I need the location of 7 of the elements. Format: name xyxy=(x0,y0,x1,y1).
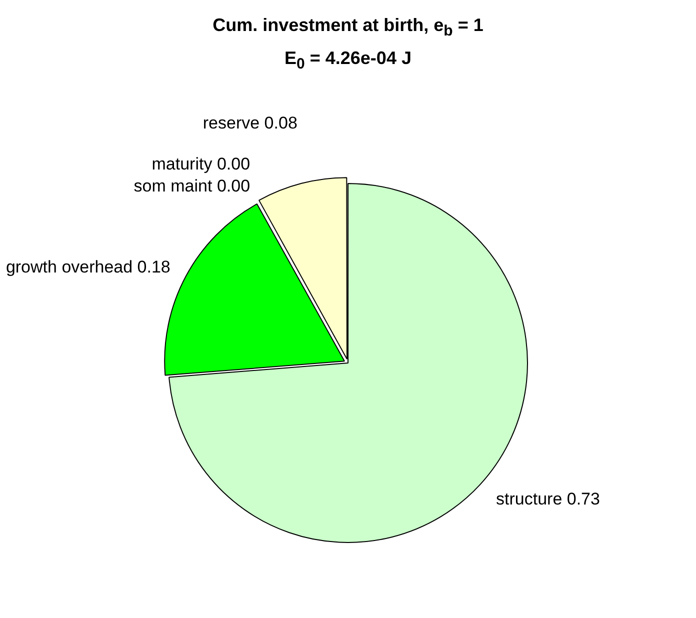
slice-label: structure 0.73 xyxy=(496,489,600,508)
chart-title: Cum. investment at birth, e$_{b}$ = 1 xyxy=(212,14,484,42)
slice-label: reserve 0.08 xyxy=(202,114,298,133)
category-label: som maint 0.00 xyxy=(134,176,250,196)
chart-subtitle: E$_{0}$ = 4.26e-04 J xyxy=(284,46,412,74)
category-label: maturity 0.00 xyxy=(152,154,250,174)
slice-label: growth overhead 0.18 xyxy=(6,258,170,277)
